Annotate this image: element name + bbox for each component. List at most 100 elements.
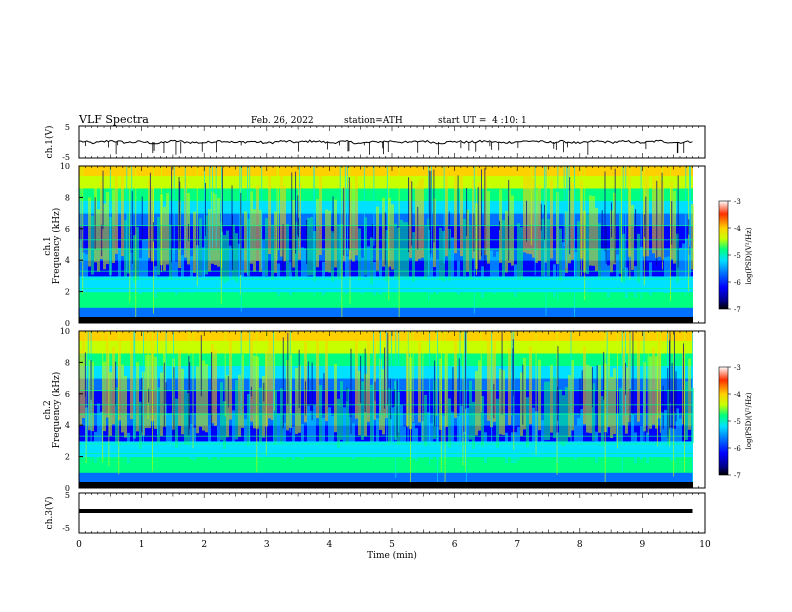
spectrogram-column bbox=[253, 209, 256, 272]
spectrogram-column bbox=[562, 395, 565, 447]
spectrogram-column bbox=[565, 387, 568, 443]
spectrogram-column bbox=[166, 193, 169, 265]
spectrogram-column bbox=[262, 376, 265, 438]
spectrogram-column bbox=[652, 347, 655, 425]
spectrogram-column bbox=[295, 221, 298, 278]
spectrogram-column bbox=[400, 219, 403, 277]
spectrogram-column bbox=[604, 248, 607, 290]
spectrogram-column bbox=[175, 398, 178, 448]
spectrogram-column bbox=[391, 407, 394, 452]
spectrogram-column bbox=[460, 405, 463, 452]
spectrogram-column bbox=[484, 432, 487, 463]
spectrogram-column bbox=[211, 343, 214, 424]
spectrogram-column bbox=[511, 432, 514, 463]
freq-tick-label: 6 bbox=[65, 225, 70, 234]
spectrogram-column bbox=[466, 209, 469, 273]
spectrogram-column bbox=[223, 401, 226, 449]
spectrogram-column bbox=[163, 206, 166, 271]
time-tick-label: 8 bbox=[577, 540, 583, 550]
spectrogram-column bbox=[226, 375, 229, 438]
spectrogram-column bbox=[553, 264, 556, 297]
spectrogram-column bbox=[88, 197, 91, 267]
freq-tick-label: 8 bbox=[65, 358, 70, 367]
spectrogram-column bbox=[415, 428, 418, 462]
spectrogram-column bbox=[196, 366, 199, 434]
spectrogram-column bbox=[634, 266, 637, 298]
spectrogram-column bbox=[160, 372, 163, 437]
spectrogram-column bbox=[178, 349, 181, 426]
ch1-waveform-spikes bbox=[85, 142, 685, 155]
spectrogram-column bbox=[502, 370, 505, 435]
spectrogram-column bbox=[685, 238, 688, 285]
spectrogram-column bbox=[103, 361, 106, 432]
spectrogram-column bbox=[505, 210, 508, 273]
spectrogram-column bbox=[208, 425, 211, 460]
spectrogram-column bbox=[646, 432, 649, 464]
spectrogram-column bbox=[277, 263, 280, 297]
spectrogram-column bbox=[250, 340, 253, 422]
spectrogram-column bbox=[613, 368, 616, 435]
x-axis-label: Time (min) bbox=[367, 550, 417, 561]
spectrogram-column bbox=[154, 356, 157, 429]
spectrogram-column bbox=[115, 169, 118, 254]
spectrogram-column bbox=[247, 394, 250, 446]
spectrogram-column bbox=[388, 197, 391, 267]
spectrogram-column bbox=[94, 431, 97, 463]
spectrogram-column bbox=[667, 389, 670, 444]
spectrogram-column bbox=[481, 396, 484, 447]
spectrogram-column bbox=[619, 387, 622, 443]
spectrogram-column bbox=[367, 246, 370, 289]
spectrogram-column bbox=[685, 381, 688, 441]
spectrogram-column bbox=[610, 210, 613, 273]
spectrogram-column bbox=[376, 418, 379, 457]
spectrogram-column bbox=[259, 387, 262, 443]
spectrogram-column bbox=[313, 405, 316, 451]
spectrogram-column bbox=[247, 218, 250, 277]
spectrogram-column bbox=[679, 418, 682, 457]
spectrogram-column bbox=[79, 350, 82, 426]
spectrogram-column bbox=[88, 359, 91, 431]
spectrogram-column bbox=[682, 243, 685, 288]
spectrogram-band bbox=[79, 456, 693, 473]
spectrogram-column bbox=[181, 255, 184, 293]
spectrogram-column bbox=[349, 181, 352, 260]
spectrogram-column bbox=[352, 186, 355, 262]
ch1-colorbar bbox=[718, 200, 729, 310]
spectrogram-column bbox=[199, 351, 202, 427]
spectrogram-column bbox=[457, 415, 460, 456]
spectrogram-column bbox=[103, 203, 106, 270]
spectrogram-column bbox=[463, 219, 466, 277]
spectrogram-column bbox=[319, 385, 322, 442]
spectrogram-column bbox=[337, 398, 340, 448]
spectrogram-column bbox=[349, 417, 352, 457]
spectrogram-column bbox=[121, 174, 124, 257]
spectrogram-column bbox=[547, 219, 550, 277]
spectrogram-column bbox=[157, 216, 160, 276]
ch1-colorbar-ticks: -3 -4 -5 -6 -7 bbox=[728, 198, 741, 314]
spectrogram-column bbox=[127, 213, 130, 274]
spectrogram-column bbox=[640, 425, 643, 461]
spectrogram-band bbox=[79, 166, 693, 176]
spectrogram-column bbox=[460, 174, 463, 257]
spectrogram-column bbox=[688, 358, 691, 430]
spectrogram-column bbox=[217, 197, 220, 267]
spectrogram-column bbox=[652, 168, 655, 254]
spectrogram-column bbox=[478, 182, 481, 260]
spectrogram-column bbox=[418, 342, 421, 423]
spectrogram-column bbox=[469, 380, 472, 440]
spectrogram-column bbox=[361, 257, 364, 294]
spectrogram-column bbox=[112, 346, 115, 425]
spectrogram-column bbox=[592, 196, 595, 266]
time-tick-label: 5 bbox=[389, 540, 395, 550]
ch1-waveform-panel: 5 -5 ch.1(V) bbox=[44, 123, 706, 162]
colorbar-tick-label: -6 bbox=[734, 445, 741, 453]
spectrogram-column bbox=[586, 214, 589, 275]
spectrogram-column bbox=[568, 375, 571, 438]
spectrogram-column bbox=[292, 199, 295, 268]
spectrogram-column bbox=[466, 407, 469, 452]
spectrogram-column bbox=[481, 266, 484, 298]
ch3-ytick-top: 5 bbox=[65, 491, 70, 500]
spectrogram-column bbox=[256, 356, 259, 429]
spectrogram-column bbox=[598, 223, 601, 279]
spectrogram-column bbox=[388, 388, 391, 444]
